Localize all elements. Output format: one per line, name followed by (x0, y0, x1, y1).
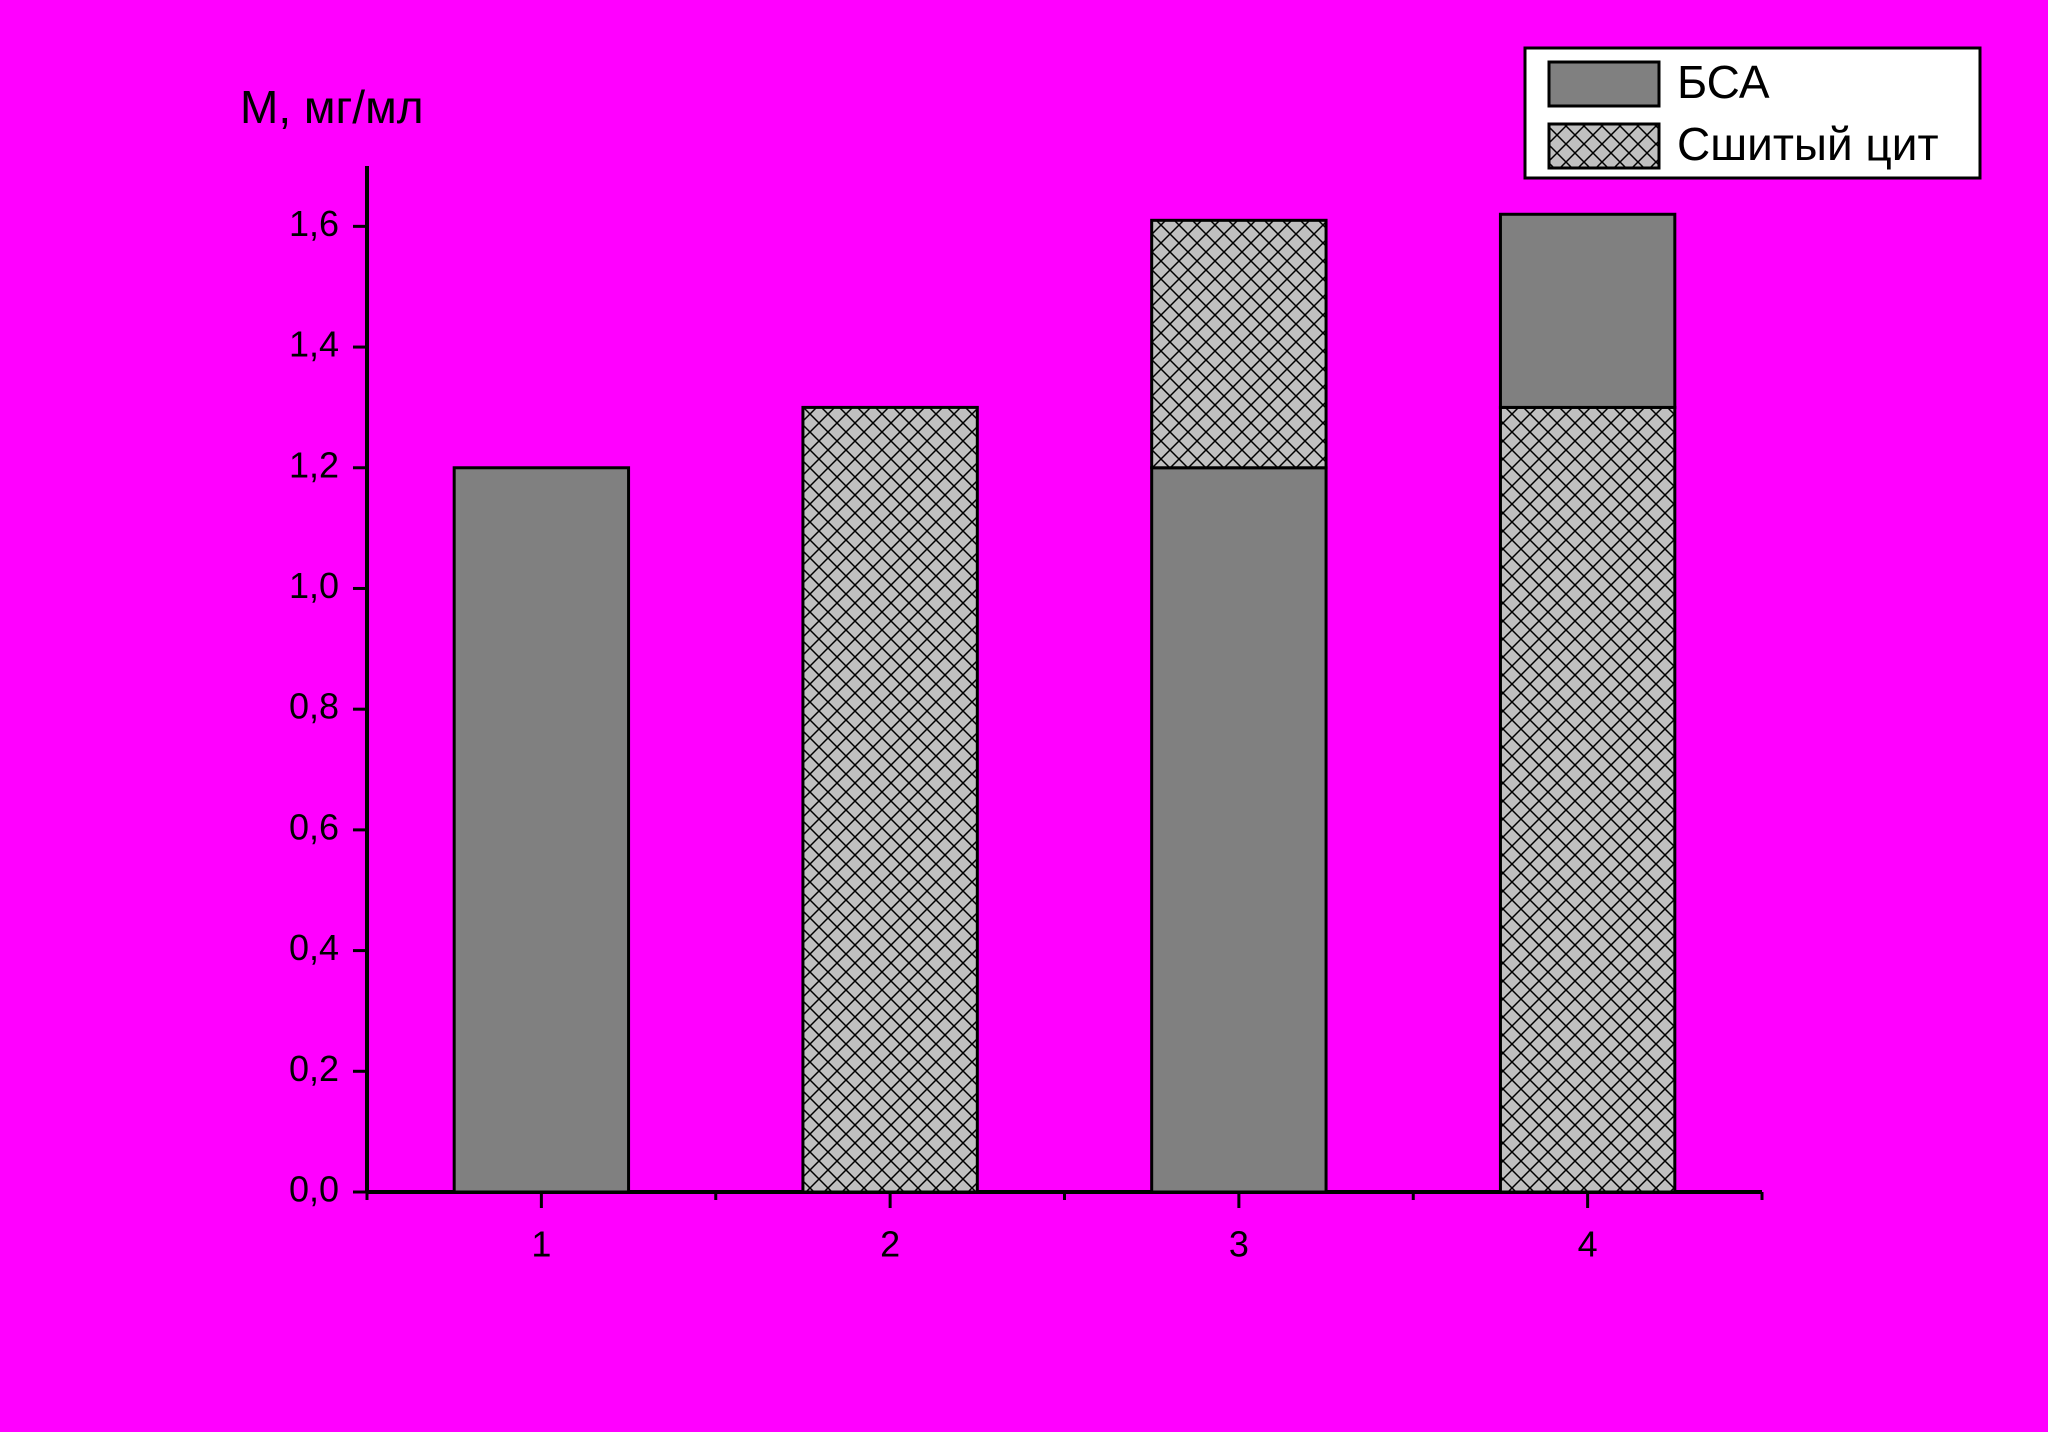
y-axis-label: M, мг/мл (240, 81, 424, 133)
y-tick-label: 0,2 (289, 1048, 339, 1089)
bar-segment (1150, 466, 1328, 1194)
y-tick-label: 0,6 (289, 806, 339, 847)
legend-swatch (1547, 122, 1661, 170)
y-tick-label: 1,2 (289, 444, 339, 485)
legend-label: БСА (1677, 56, 1770, 108)
x-tick-label: 2 (880, 1224, 900, 1265)
y-tick-label: 1,6 (289, 203, 339, 244)
bar-segment (452, 466, 631, 1194)
legend-swatch (1547, 60, 1661, 108)
bar-segment (1150, 218, 1328, 470)
y-tick-label: 0,8 (289, 686, 339, 727)
legend-label: Сшитый цит (1677, 118, 1939, 170)
x-tick-label: 1 (531, 1224, 551, 1265)
bar-segment (1498, 212, 1677, 409)
y-tick-label: 0,4 (289, 927, 339, 968)
y-tick-label: 1,0 (289, 565, 339, 606)
x-tick-label: 4 (1578, 1224, 1598, 1265)
bar-segment (1498, 405, 1677, 1194)
x-tick-label: 3 (1229, 1224, 1249, 1265)
y-tick-label: 1,4 (289, 324, 339, 365)
y-tick-label: 0,0 (289, 1169, 339, 1210)
bar-segment (801, 405, 979, 1194)
